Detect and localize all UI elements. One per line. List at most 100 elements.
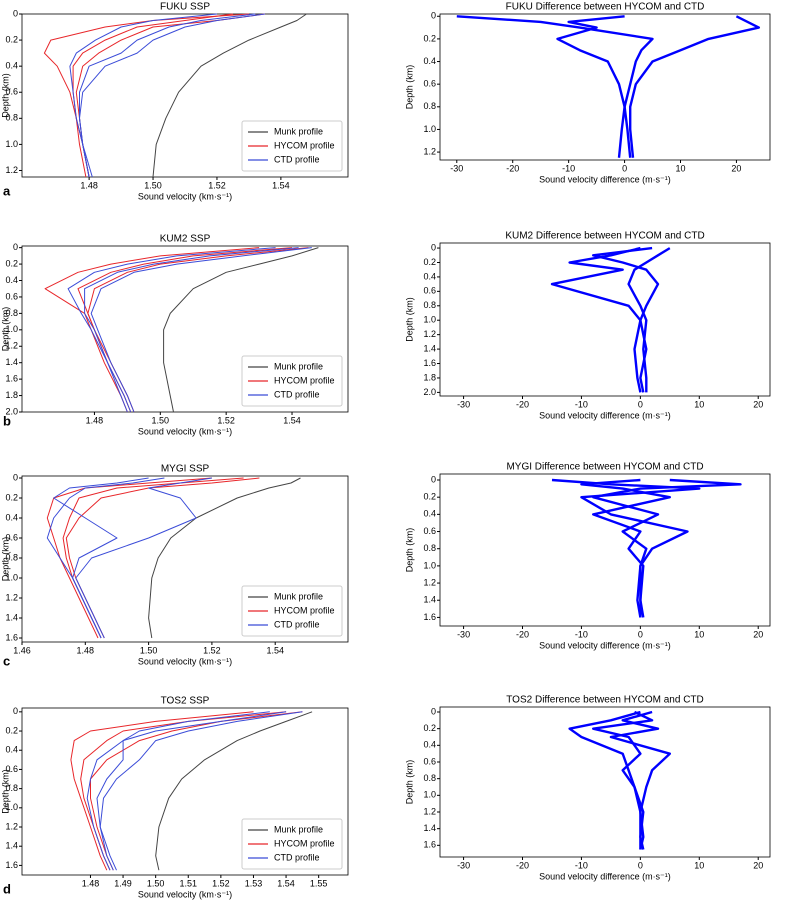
y-tick-label: 1.2 [423, 806, 436, 816]
x-tick-label: 0 [638, 860, 643, 870]
x-tick-label: 1.49 [114, 878, 132, 888]
x-tick-label: -20 [516, 860, 529, 870]
y-tick-label: 0 [13, 472, 18, 482]
legend-box [241, 355, 343, 407]
y-tick-label: 1.2 [5, 821, 18, 831]
y-tick-label: 0.4 [423, 56, 436, 66]
profile-line [44, 247, 260, 413]
y-tick-label: 0.8 [5, 308, 18, 318]
x-tick-label: 1.55 [310, 878, 328, 888]
x-axis-label: Sound velocity (km·s⁻¹) [138, 889, 232, 899]
y-tick-label: 0.8 [5, 552, 18, 562]
legend-label: CTD profile [274, 852, 320, 862]
x-tick-label: 1.54 [272, 180, 290, 190]
chart-title: FUKU Difference between HYCOM and CTD [506, 2, 705, 13]
y-tick-label: 0.2 [423, 257, 436, 267]
x-tick-label: 1.54 [266, 645, 284, 655]
x-tick-label: 20 [731, 163, 741, 173]
y-tick-label: 0.4 [5, 745, 18, 755]
profile-line [580, 478, 671, 618]
y-tick-label: 0.2 [423, 723, 436, 733]
profile-line [75, 13, 265, 178]
y-tick-label: 1.2 [423, 577, 436, 587]
subplot: KUM2 SSP 1.48 1.50 1.52 1.54 0 0.2 0.4 0.6 0.8 1.0… [0, 234, 349, 436]
y-tick-label: 1.0 [423, 560, 436, 570]
y-tick-label: 0.4 [423, 509, 436, 519]
subplot: TOS2 Difference between HYCOM and CTD -30… [404, 695, 771, 881]
x-tick-label: 1.52 [212, 878, 230, 888]
legend-label: CTD profile [274, 389, 320, 399]
y-tick-label: 1.2 [423, 146, 436, 156]
plot-area [21, 707, 349, 876]
y-tick-label: 0.2 [423, 33, 436, 43]
panel-label: d [3, 881, 11, 896]
legend-label: HYCOM profile [274, 375, 335, 385]
profile-line [69, 13, 218, 178]
chart-title: TOS2 SSP [161, 696, 210, 707]
x-tick-label: 1.54 [283, 415, 301, 425]
y-tick-label: 0 [431, 11, 436, 21]
y-tick-label: 1.4 [423, 343, 436, 353]
subplot: KUM2 Difference between HYCOM and CTD -30… [404, 231, 771, 420]
x-tick-label: -20 [516, 399, 529, 409]
y-tick-label: 1.2 [5, 165, 18, 175]
y-tick-label: 1.4 [5, 841, 18, 851]
panel-label: b [3, 413, 11, 428]
x-tick-label: 0 [622, 163, 627, 173]
legend-label: Munk profile [274, 126, 323, 136]
y-tick-label: 1.2 [5, 341, 18, 351]
profile-line [556, 15, 632, 158]
y-tick-label: 0.4 [423, 740, 436, 750]
plot-area [21, 13, 349, 178]
y-tick-label: 1.4 [423, 823, 436, 833]
x-tick-label: -10 [575, 399, 588, 409]
y-tick-label: 1.6 [423, 840, 436, 850]
profile-line [96, 711, 287, 871]
y-tick-label: 2.0 [423, 387, 436, 397]
x-tick-label: 1.48 [86, 415, 104, 425]
legend-label: HYCOM profile [274, 140, 335, 150]
y-tick-label: 0.6 [423, 286, 436, 296]
x-tick-label: 0 [638, 629, 643, 639]
x-tick-label: 10 [694, 629, 704, 639]
x-tick-label: 10 [676, 163, 686, 173]
y-tick-label: 0.2 [5, 492, 18, 502]
x-tick-label: 1.50 [147, 878, 165, 888]
y-tick-label: 1.4 [5, 612, 18, 622]
profile-line [86, 711, 270, 871]
profile-line [90, 247, 312, 413]
x-tick-label: 1.50 [144, 180, 162, 190]
profile-line [46, 477, 165, 639]
profile-line [70, 711, 254, 871]
profile-line [456, 15, 654, 158]
x-tick-label: -30 [457, 399, 470, 409]
profile-line [592, 246, 660, 393]
y-tick-label: 0.8 [423, 300, 436, 310]
x-tick-label: -30 [450, 163, 463, 173]
legend-label: HYCOM profile [274, 838, 335, 848]
legend-box [241, 818, 343, 870]
x-tick-label: 1.52 [208, 180, 226, 190]
y-tick-label: 0 [13, 706, 18, 716]
y-tick-label: 1.6 [5, 860, 18, 870]
y-tick-label: 1.0 [423, 124, 436, 134]
chart-title: MYGI SSP [161, 464, 210, 475]
x-tick-label: 1.50 [140, 645, 158, 655]
x-tick-label: 1.48 [77, 645, 95, 655]
subplot: MYGI SSP 1.46 1.48 1.50 1.52 1.54 0 0.2 0.4 0.6 0.… [0, 464, 349, 666]
profile-line [148, 477, 301, 639]
x-tick-label: 1.51 [179, 878, 197, 888]
y-tick-label: 0 [13, 8, 18, 18]
panel-label: a [3, 183, 11, 198]
y-tick-label: 0.2 [5, 258, 18, 268]
profile-line [609, 710, 671, 850]
x-tick-label: 1.48 [82, 878, 100, 888]
y-tick-label: 0.6 [5, 764, 18, 774]
y-tick-label: 0.8 [423, 101, 436, 111]
plot-area [21, 475, 349, 643]
x-tick-label: 1.46 [13, 645, 31, 655]
profile-line [551, 478, 701, 618]
x-tick-label: -20 [516, 629, 529, 639]
x-tick-label: 20 [753, 629, 763, 639]
